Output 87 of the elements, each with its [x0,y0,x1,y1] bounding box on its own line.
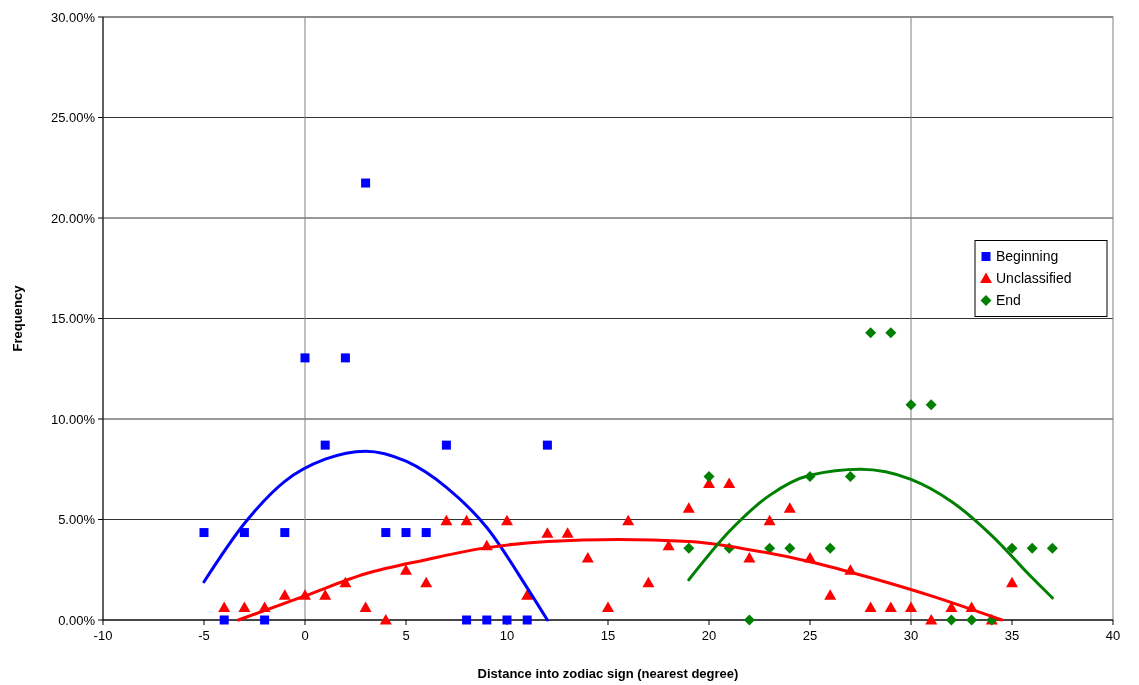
y-tick-label: 0.00% [58,612,96,628]
point [522,615,532,625]
point [602,601,614,613]
point [381,528,391,538]
x-tick-label: 5 [402,628,410,643]
legend-label: Beginning [996,248,1059,265]
x-tick-label: 30 [903,628,919,643]
point [441,440,451,450]
point [945,614,957,626]
point [300,353,310,363]
point [462,615,472,625]
point [642,576,655,588]
point [541,527,554,538]
point [844,470,856,482]
x-axis-title: Distance into zodiac sign (nearest degree) [477,666,739,681]
point [1006,542,1018,554]
point [421,528,431,538]
point [885,327,897,339]
x-tick-label: 40 [1105,628,1121,643]
point [521,589,534,600]
point [420,576,433,588]
x-tick-label: 25 [802,628,818,643]
point [460,514,473,526]
point [260,615,270,625]
point [683,542,695,554]
point [884,601,897,613]
point [824,542,836,554]
point [482,615,492,625]
point [925,399,937,411]
x-tick-label: -5 [198,628,210,643]
x-tick-label: -10 [93,628,113,643]
point [502,615,512,625]
point [199,528,209,538]
x-tick-label: 35 [1004,628,1020,643]
point [561,527,574,538]
y-tick-label: 15.00% [50,311,96,327]
point [280,528,290,538]
y-tick-label: 25.00% [50,110,96,126]
point [905,601,917,613]
legend-label: Unclassified [996,270,1072,287]
point [682,502,695,513]
point [218,601,231,613]
point [401,528,411,538]
point [824,589,837,600]
point [864,601,877,613]
point [1026,542,1038,554]
point [1046,542,1058,554]
line-series [202,449,549,622]
point [743,614,755,626]
point [622,514,635,526]
point [703,470,715,482]
point [278,589,291,600]
x-tick-label: 20 [701,628,717,643]
point [379,614,392,625]
point [239,528,249,538]
point [400,564,412,575]
point [319,589,332,600]
point [723,477,736,489]
point [783,502,796,513]
point [925,614,938,625]
point [784,542,796,554]
point [219,615,229,625]
point [763,514,776,526]
point [1006,576,1018,588]
point [320,440,330,450]
point [865,327,877,339]
point [340,353,350,363]
point [440,514,453,526]
x-tick-label: 0 [301,628,309,643]
line-series [687,467,1054,600]
point [359,601,372,613]
x-tick-label: 15 [600,628,616,643]
point [581,551,594,563]
point [743,551,756,563]
y-axis-title: Frequency [10,284,25,352]
y-tick-label: 30.00% [50,9,96,25]
y-tick-label: 10.00% [50,411,96,427]
x-tick-label: 10 [499,628,515,643]
point [542,440,552,450]
point [966,614,978,626]
legend-label: End [996,292,1021,309]
point [501,514,513,526]
y-tick-label: 5.00% [58,512,96,528]
point [238,601,251,613]
y-tick-label: 20.00% [50,210,96,226]
point [905,399,917,411]
point [361,178,371,188]
